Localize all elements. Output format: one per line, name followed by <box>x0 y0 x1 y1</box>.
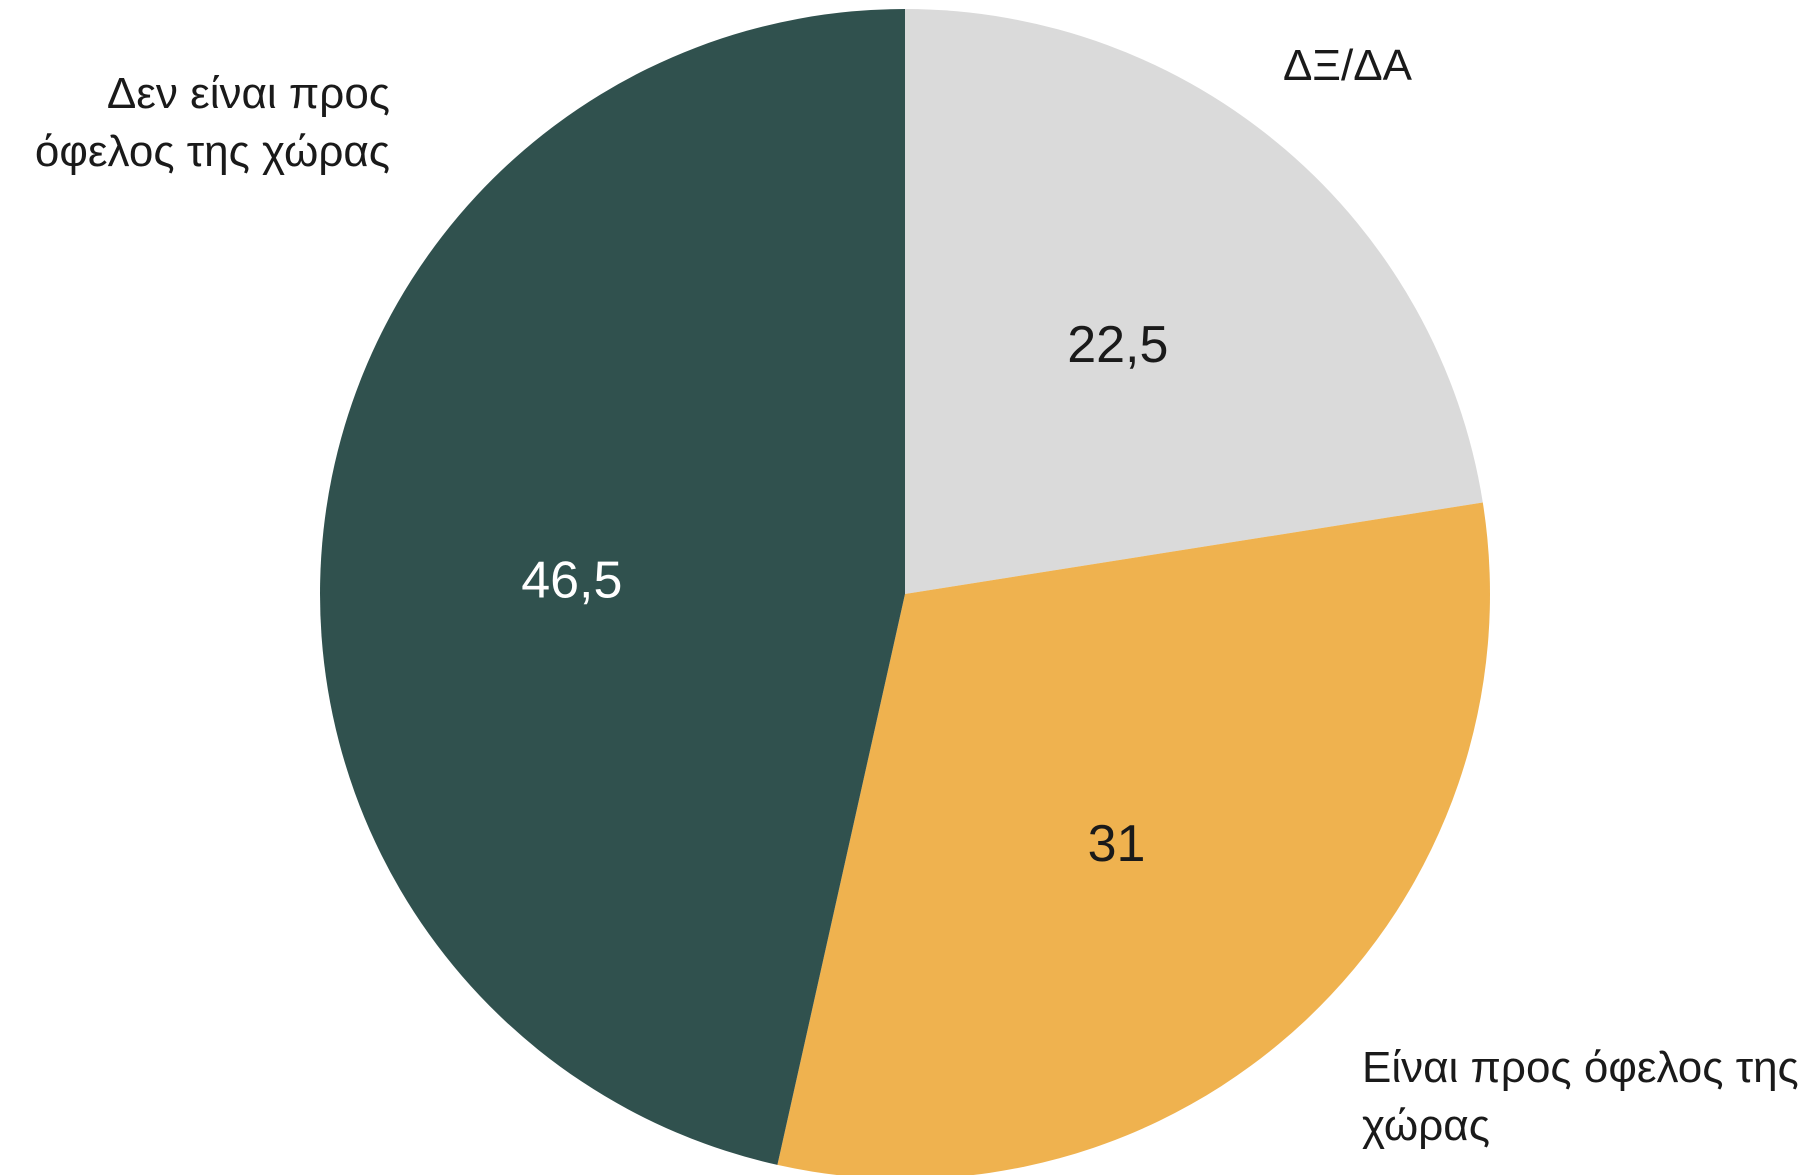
pie-category-label-line: όφελος της χώρας <box>35 127 390 176</box>
pie-category-label-0: ΔΞ/ΔΑ <box>1283 41 1413 90</box>
pie-category-label-line: Είναι προς όφελος της <box>1362 1043 1799 1092</box>
pie-category-labels: ΔΞ/ΔΑ Είναι προς όφελος της χώρας Δεν είναι… <box>35 41 1799 1150</box>
pie-slices <box>320 9 1490 1175</box>
pie-slice-1 <box>777 502 1490 1175</box>
pie-category-label-1: Είναι προς όφελος της χώρας <box>1362 1043 1799 1150</box>
pie-value-label-1: 31 <box>1088 815 1146 873</box>
pie-value-label-0: 22,5 <box>1067 316 1168 374</box>
pie-value-label-2: 46,5 <box>521 552 622 610</box>
pie-slice-0 <box>905 9 1483 594</box>
pie-category-label-line: Δεν είναι προς <box>107 69 390 118</box>
pie-category-label-2: Δεν είναι προς όφελος της χώρας <box>35 69 390 176</box>
pie-value-labels: 22,5 31 46,5 <box>521 316 1168 873</box>
pie-slice-2 <box>320 9 905 1165</box>
pie-category-label-line: χώρας <box>1362 1101 1490 1150</box>
pie-category-label-line: ΔΞ/ΔΑ <box>1283 41 1413 90</box>
